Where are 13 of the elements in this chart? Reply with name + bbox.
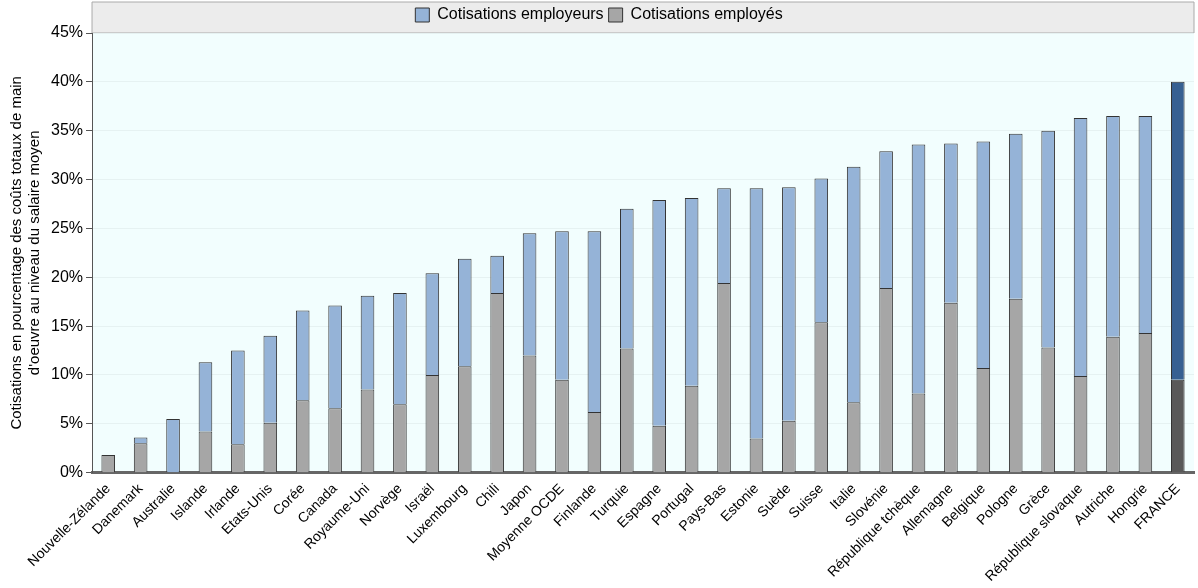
y-tick-label: 40% bbox=[50, 72, 84, 90]
legend-label: Cotisations employés bbox=[630, 5, 783, 23]
y-tick-label: 30% bbox=[50, 169, 84, 187]
y-axis-title: Cotisations en pourcentage des coûts totaux de main d'oeuvre au niveau du salaire moyen bbox=[7, 76, 43, 430]
legend-label: Cotisations employeurs bbox=[437, 5, 604, 23]
y-tick-label: 0% bbox=[59, 463, 84, 481]
y-tick-label: 45% bbox=[50, 23, 84, 41]
y-tick-label: 10% bbox=[50, 365, 84, 383]
y-tick-label: 35% bbox=[50, 121, 84, 139]
y-tick-label: 5% bbox=[59, 414, 84, 432]
y-tick-label: 20% bbox=[50, 267, 84, 285]
y-tick-label: 25% bbox=[50, 218, 84, 236]
y-tick-label: 15% bbox=[50, 316, 84, 334]
